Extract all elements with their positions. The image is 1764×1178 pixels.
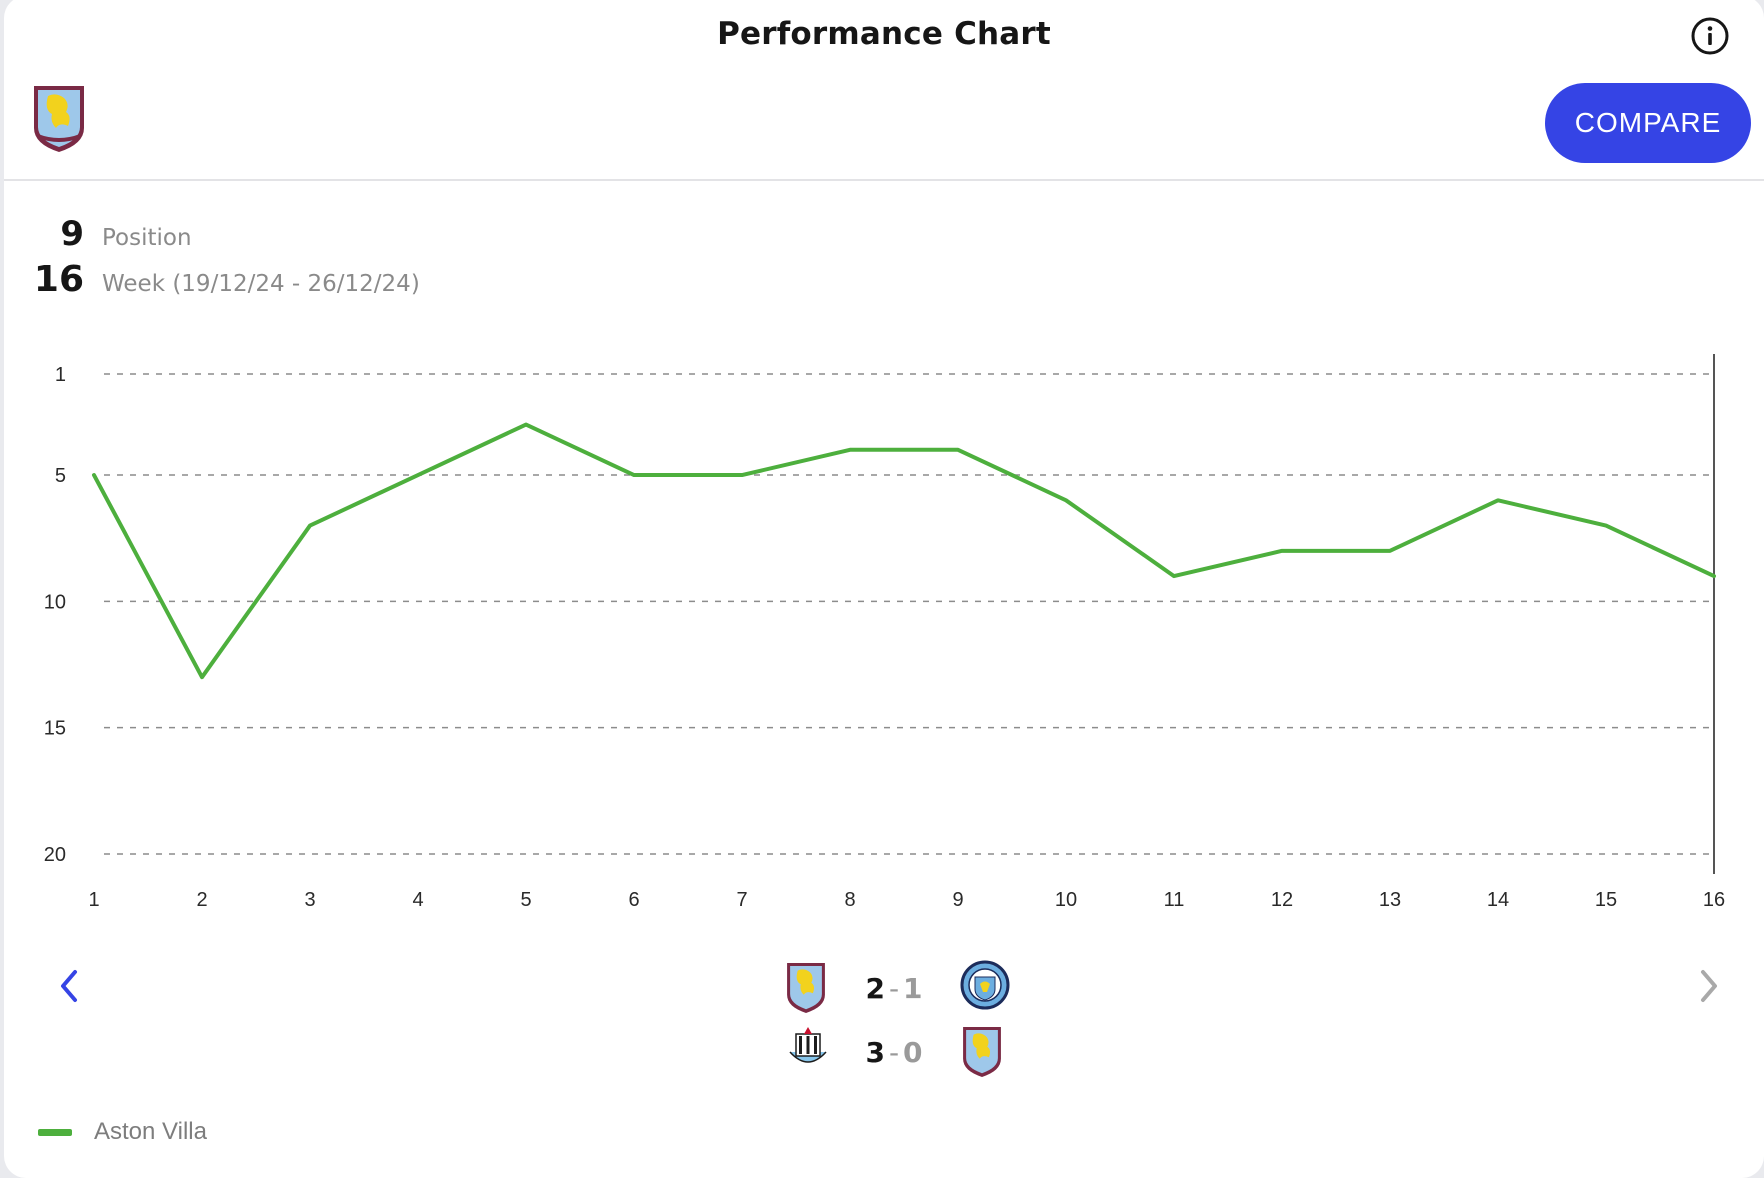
x-tick-label: 8 (844, 889, 855, 911)
y-tick-label: 15 (44, 718, 66, 740)
chart-legend: Aston Villa (38, 1118, 207, 1146)
legend-label: Aston Villa (94, 1118, 207, 1145)
position-stat: 9 Position (4, 214, 192, 254)
manchester-city-crest-icon (960, 960, 1010, 1016)
page-title: Performance Chart (717, 16, 1051, 52)
y-tick-label: 10 (44, 591, 66, 613)
x-tick-label: 14 (1487, 889, 1509, 911)
compare-button[interactable]: COMPARE (1545, 83, 1751, 163)
match-score: 2-1 (865, 971, 923, 1005)
position-label: Position (102, 225, 192, 251)
x-tick-label: 3 (304, 889, 315, 911)
x-tick-label: 2 (196, 889, 207, 911)
legend-swatch (38, 1128, 72, 1136)
info-icon[interactable] (1690, 16, 1730, 56)
performance-card: Performance Chart COMPARE 9 Position 16 … (4, 0, 1764, 1178)
aston-villa-crest-icon (960, 1024, 1004, 1080)
aston-villa-crest-icon (30, 82, 88, 156)
x-tick-label: 9 (952, 889, 963, 911)
x-tick-label: 16 (1703, 889, 1725, 911)
series-line (92, 422, 1716, 680)
x-tick-label: 11 (1164, 889, 1185, 911)
chevron-right-icon[interactable] (1686, 958, 1730, 1014)
week-label: Week (19/12/24 - 26/12/24) (102, 271, 420, 297)
week-stat: 16 Week (19/12/24 - 26/12/24) (4, 259, 420, 300)
week-value: 16 (33, 259, 84, 300)
newcastle-crest-icon (784, 1024, 828, 1080)
match-result-2[interactable]: 3-0 (784, 1022, 1004, 1082)
x-tick-label: 7 (736, 889, 747, 911)
x-tick-label: 5 (520, 889, 531, 911)
match-result-1[interactable]: 2-1 (784, 958, 1010, 1018)
y-tick-label: 1 (55, 364, 66, 386)
y-tick-label: 5 (55, 465, 66, 487)
x-tick-label: 4 (412, 889, 423, 911)
y-tick-label: 20 (44, 844, 66, 866)
x-tick-label: 12 (1271, 889, 1293, 911)
chevron-left-icon[interactable] (48, 958, 92, 1014)
x-tick-label: 6 (628, 889, 639, 911)
position-value: 9 (60, 214, 84, 254)
x-tick-label: 15 (1595, 889, 1617, 911)
x-tick-label: 10 (1055, 889, 1077, 911)
header-divider (4, 179, 1764, 181)
x-tick-label: 13 (1379, 889, 1401, 911)
aston-villa-crest-icon (784, 960, 828, 1016)
x-tick-label: 1 (88, 889, 99, 911)
match-score: 3-0 (865, 1035, 923, 1069)
